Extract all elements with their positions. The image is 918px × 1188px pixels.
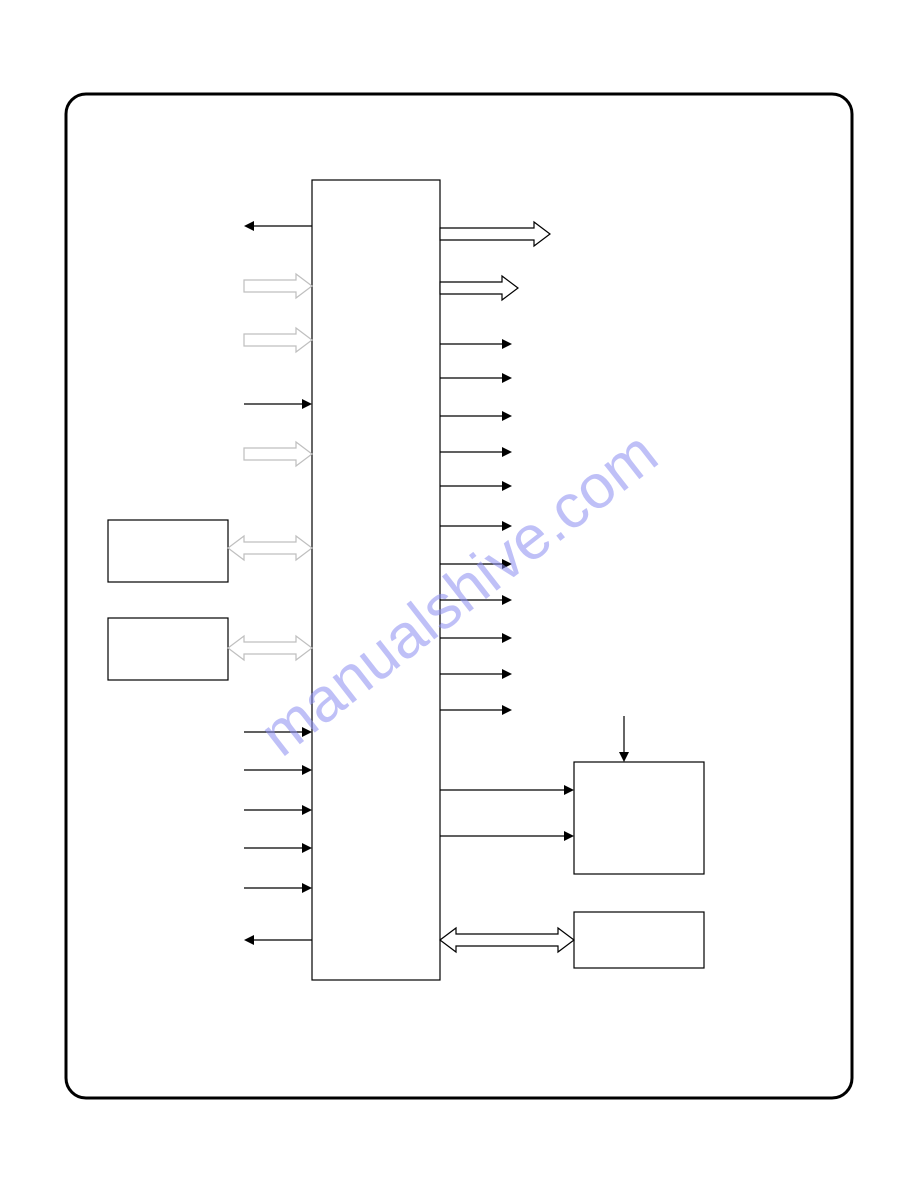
diagram-svg [0,0,918,1188]
page: manualshive.com [0,0,918,1188]
